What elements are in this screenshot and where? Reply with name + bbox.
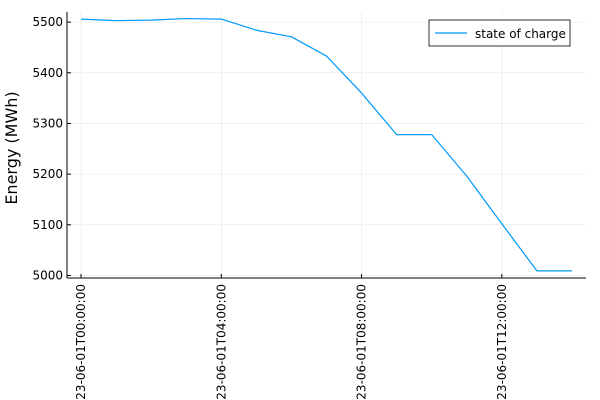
series-line-0 xyxy=(81,17,572,272)
grid-lines xyxy=(67,12,586,278)
y-tick-label: 5200 xyxy=(32,167,63,181)
y-tick-label: 5400 xyxy=(32,66,63,80)
x-tick-label: 2023-06-01T08:00:00 xyxy=(355,284,369,400)
axes xyxy=(66,12,586,279)
y-tick-label: 5500 xyxy=(32,15,63,29)
y-tick-label: 5000 xyxy=(32,268,63,282)
y-tick-label: 5300 xyxy=(32,116,63,130)
legend-label: state of charge xyxy=(475,27,566,41)
y-tick-label: 5100 xyxy=(32,218,63,232)
legend: state of charge xyxy=(428,19,571,47)
y-axis-label: Energy (MWh) xyxy=(2,91,21,204)
x-tick-label: 2023-06-01T04:00:00 xyxy=(214,284,228,400)
x-tick-labels: 2023-06-01T00:00:00 2023-06-01T04:00:00 20… xyxy=(74,284,509,400)
x-tick-label: 2023-06-01T00:00:00 xyxy=(74,284,88,400)
x-tick-label: 2023-06-01T12:00:00 xyxy=(495,284,509,400)
series-lines xyxy=(81,17,572,272)
y-tick-labels: 5000 5100 5200 5300 5400 5500 xyxy=(32,15,63,282)
